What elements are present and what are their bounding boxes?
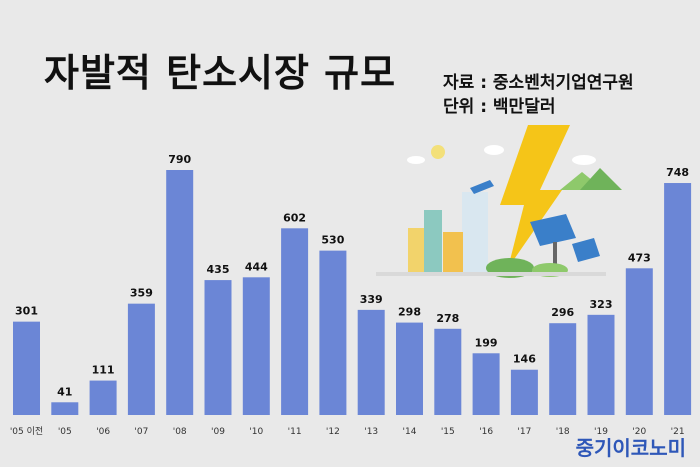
bar-12 — [472, 353, 500, 415]
x-tick-label: '16 — [479, 427, 493, 437]
bar-value-label: 323 — [590, 298, 613, 311]
bar-value-label: 146 — [513, 353, 536, 366]
source-note: 자료 : 중소벤처기업연구원 — [443, 73, 634, 93]
bar-13 — [510, 369, 538, 415]
city-renewable-energy-lightning-icon — [376, 125, 622, 278]
unit-note: 단위 : 백만달러 — [443, 97, 556, 117]
bar-value-label: 296 — [551, 306, 574, 319]
x-tick-label: '11 — [288, 427, 302, 437]
bar-value-label: 748 — [666, 166, 689, 179]
bar-value-label: 473 — [628, 251, 651, 264]
x-tick-label: '05 이전 — [10, 426, 43, 437]
x-tick-label: '10 — [249, 427, 263, 437]
bar-value-label: 444 — [245, 260, 268, 273]
x-tick-label: '21 — [671, 427, 685, 437]
bar-value-label: 359 — [130, 287, 153, 300]
bar-value-label: 278 — [436, 312, 459, 325]
bar-17 — [664, 183, 692, 415]
brand-logo-text: 중기이코노미 — [575, 436, 686, 460]
bar-value-label: 602 — [283, 211, 306, 224]
x-tick-label: '05 — [58, 427, 72, 437]
bar-value-label: 435 — [207, 263, 230, 276]
bar-value-label: 790 — [168, 153, 191, 166]
bar-value-label: 339 — [360, 293, 383, 306]
bar-4 — [166, 170, 194, 415]
x-tick-label: '14 — [403, 427, 417, 437]
bar-value-label: 298 — [398, 306, 421, 319]
bar-value-label: 111 — [92, 364, 115, 377]
bar-2 — [89, 380, 117, 415]
x-tick-label: '19 — [594, 427, 608, 437]
bar-3 — [127, 303, 155, 415]
bar-10 — [396, 322, 423, 415]
bar-15 — [587, 314, 615, 415]
bar-1 — [51, 402, 79, 415]
x-tick-label: '12 — [326, 427, 340, 437]
x-tick-label: '17 — [517, 427, 531, 437]
bar-11 — [434, 328, 462, 415]
x-tick-label: '15 — [441, 427, 455, 437]
x-tick-label: '18 — [556, 427, 570, 437]
x-tick-label: '13 — [364, 427, 378, 437]
bar-14 — [549, 323, 577, 415]
bar-5 — [204, 280, 232, 415]
chart-title: 자발적 탄소시장 규모 — [44, 51, 397, 95]
x-tick-label: '06 — [96, 427, 110, 437]
x-tick-label: '07 — [134, 427, 148, 437]
bar-6 — [242, 277, 270, 415]
bar-16 — [625, 268, 653, 415]
bar-0 — [13, 321, 40, 415]
x-tick-label: '20 — [632, 427, 646, 437]
bar-value-label: 199 — [475, 336, 498, 349]
bar-value-label: 530 — [321, 234, 344, 247]
bar-9 — [357, 309, 385, 415]
x-tick-label: '09 — [211, 427, 225, 437]
bar-value-label: 41 — [57, 385, 72, 398]
bar-value-label: 301 — [15, 305, 38, 318]
x-tick-label: '08 — [173, 427, 187, 437]
bar-8 — [319, 250, 347, 415]
bar-7 — [281, 228, 309, 415]
